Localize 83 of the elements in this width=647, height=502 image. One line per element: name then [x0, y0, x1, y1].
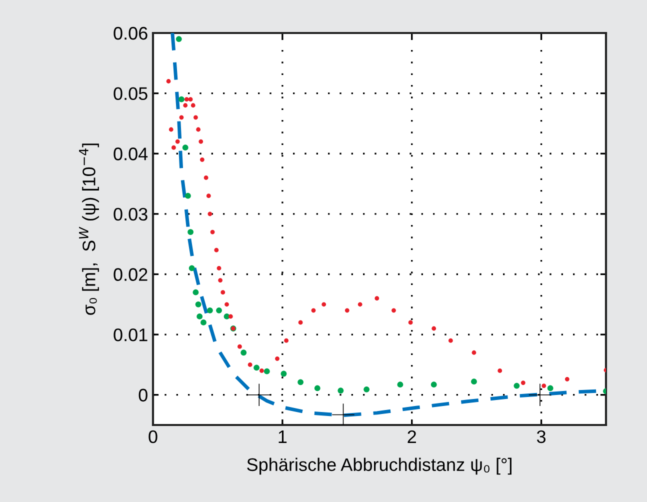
point	[430, 382, 437, 388]
point	[314, 385, 320, 392]
y-tick-label: 0.02	[114, 268, 148, 281]
point	[498, 368, 502, 373]
x-tick-label: 2	[408, 430, 416, 443]
point	[210, 230, 215, 234]
point	[194, 115, 198, 120]
point	[228, 314, 233, 319]
point	[392, 308, 396, 313]
point	[188, 229, 194, 235]
x-axis-title: Sphärische Abbruchdistanz ψ₀ [°]	[247, 458, 512, 475]
point	[220, 290, 226, 295]
point	[248, 384, 270, 406]
point	[188, 97, 193, 102]
point	[374, 296, 380, 301]
point	[514, 382, 520, 389]
point	[547, 385, 554, 392]
point	[298, 379, 304, 386]
point	[542, 384, 546, 388]
point	[275, 356, 280, 361]
point	[408, 320, 413, 325]
point	[364, 386, 370, 392]
y-tick-label: 0.05	[114, 87, 148, 100]
point	[248, 362, 252, 367]
point	[432, 326, 436, 331]
point	[175, 139, 180, 144]
point	[358, 302, 362, 307]
point	[200, 157, 204, 162]
point	[397, 382, 404, 388]
point	[264, 368, 270, 374]
point	[183, 103, 188, 108]
point	[224, 302, 229, 307]
point	[204, 176, 208, 180]
point	[188, 265, 195, 272]
point	[182, 144, 188, 151]
point	[254, 364, 260, 371]
point	[166, 79, 171, 84]
point	[520, 380, 526, 385]
point	[214, 248, 219, 252]
point	[190, 103, 196, 108]
point	[564, 376, 570, 382]
point	[238, 344, 242, 349]
point	[185, 192, 191, 199]
y-tick-label: 0.06	[114, 26, 148, 40]
point	[216, 266, 222, 270]
point	[198, 139, 204, 144]
point	[207, 307, 213, 314]
point	[240, 350, 247, 356]
point	[216, 307, 222, 314]
point	[311, 308, 316, 313]
point	[192, 289, 199, 296]
point	[208, 212, 212, 216]
point	[471, 378, 477, 385]
point	[178, 96, 184, 102]
point	[298, 320, 303, 325]
y-tick-label: 0.04	[114, 148, 148, 160]
point	[344, 308, 350, 313]
point	[195, 301, 202, 308]
point	[322, 302, 326, 307]
point	[168, 127, 174, 132]
point	[179, 115, 184, 120]
point	[338, 388, 344, 394]
y-tick-label: 0	[138, 388, 148, 402]
point	[206, 194, 211, 198]
point	[448, 338, 453, 343]
point	[200, 320, 206, 326]
point	[280, 370, 287, 377]
y-axis-title: σ₀ [m], S$^{W}$ (ψ) [10$^{−4}$]	[79, 144, 99, 315]
point	[260, 368, 264, 373]
point	[284, 338, 289, 343]
point	[472, 350, 476, 355]
point	[184, 97, 189, 102]
y-tick-label: 0.01	[114, 328, 148, 342]
point	[176, 36, 182, 42]
point	[218, 278, 222, 282]
point	[196, 127, 200, 132]
y-tick-label: 0.03	[114, 208, 148, 221]
point	[196, 314, 203, 320]
point	[172, 145, 176, 150]
x-tick-label: 0	[148, 430, 158, 444]
point	[528, 384, 552, 406]
x-tick-label: 3	[536, 430, 546, 444]
x-tick-label: 1	[278, 430, 287, 443]
